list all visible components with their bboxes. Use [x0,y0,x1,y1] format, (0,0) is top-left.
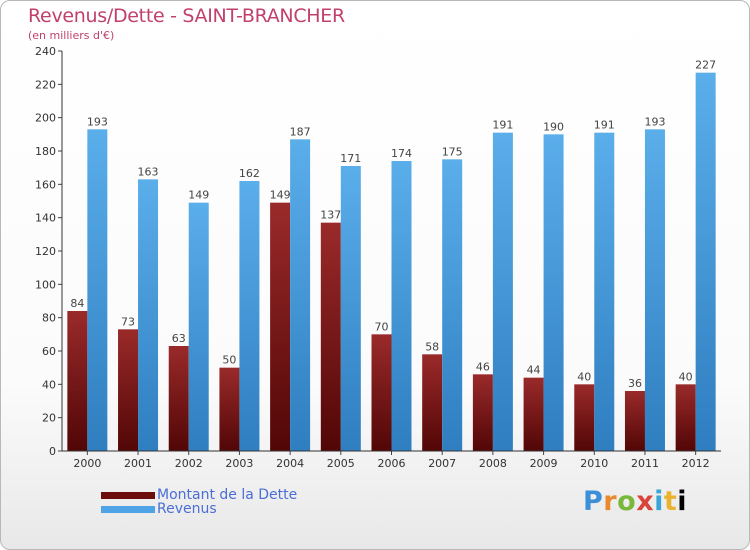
logo-letter: o [617,486,637,517]
x-tick-label: 2011 [631,457,659,470]
logo-letter: i [677,486,688,517]
y-tick-label: 20 [42,412,56,425]
x-tick-label: 2001 [124,457,152,470]
x-tick-label: 2009 [530,457,558,470]
debt-bar [67,311,88,451]
y-tick-label: 220 [35,78,56,91]
debt-bar [574,384,595,451]
debt-bar [472,374,493,451]
debt-bar [371,334,392,451]
x-tick-label: 2008 [479,457,507,470]
revenue-value-label: 163 [138,165,159,178]
y-tick-label: 120 [35,245,56,258]
debt-value-label: 40 [679,370,693,383]
debt-bar [320,222,341,451]
debt-bar [675,384,696,451]
legend-swatch-revenue [101,505,155,513]
legend-label-revenue: Revenus [157,501,217,517]
debt-value-label: 58 [425,340,439,353]
debt-bar [168,346,189,451]
legend-swatch-debt [101,491,155,499]
chart-subtitle: (en milliers d'€) [28,29,115,42]
logo-letter: i [654,486,664,517]
x-tick-label: 2006 [378,457,406,470]
revenue-value-label: 191 [594,119,615,132]
revenue-bar [188,202,209,451]
logo-letter: t [663,486,678,517]
debt-bar [624,391,645,451]
revenue-value-label: 149 [188,189,209,202]
x-tick-label: 2010 [580,457,608,470]
revenue-bar [340,166,361,451]
x-tick-label: 2012 [682,457,710,470]
debt-value-label: 44 [527,364,541,377]
revenue-value-label: 162 [239,167,260,180]
y-tick-label: 180 [35,145,56,158]
x-tick-label: 2007 [428,457,456,470]
logo-letter: P [583,486,604,517]
debt-bar [219,367,240,451]
legend-label-debt: Montant de la Dette [157,487,298,503]
debt-value-label: 50 [222,354,236,367]
y-tick-label: 80 [42,312,56,325]
y-tick-label: 60 [42,345,56,358]
debt-value-label: 36 [628,377,642,390]
y-tick-label: 40 [42,378,56,391]
debt-bar [523,377,544,451]
x-tick-label: 2003 [225,457,253,470]
y-tick-label: 100 [35,278,56,291]
revenue-bar [87,129,108,452]
revenue-bar [695,72,716,452]
legend-item-debt: Montant de la Dette [101,487,298,503]
revenue-bar [442,159,463,452]
debt-value-label: 73 [121,315,135,328]
debt-bar [270,202,291,451]
revenue-bar [594,132,615,451]
revenue-bar [138,179,159,452]
debt-value-label: 40 [577,370,591,383]
revenue-value-label: 187 [290,125,311,138]
revenue-value-label: 191 [492,119,513,132]
debt-bar [422,354,443,451]
revenue-bar [543,134,564,452]
revenue-value-label: 175 [442,145,463,158]
y-tick-label: 200 [35,112,56,125]
x-tick-label: 2000 [73,457,101,470]
revenue-bar [644,129,665,452]
debt-value-label: 63 [172,332,186,345]
revenue-value-label: 227 [695,59,716,72]
proxiti-logo: Proxiti [583,486,687,517]
revenue-value-label: 193 [87,115,108,128]
chart-title: Revenus/Dette - SAINT-BRANCHER [28,5,345,27]
legend-item-revenue: Revenus [101,501,217,517]
x-tick-label: 2002 [175,457,203,470]
revenue-bar [492,132,513,451]
y-tick-label: 240 [35,45,56,58]
revenue-bar [239,181,260,451]
debt-value-label: 149 [270,189,291,202]
debt-value-label: 84 [70,297,84,310]
x-tick-label: 2004 [276,457,304,470]
revenue-value-label: 174 [391,147,412,160]
logo-letter: r [603,486,618,517]
y-tick-label: 140 [35,212,56,225]
debt-value-label: 46 [476,360,490,373]
revenue-value-label: 190 [543,120,564,133]
x-tick-label: 2005 [327,457,355,470]
revenue-bar [290,139,311,452]
logo-letter: x [636,486,655,517]
debt-value-label: 70 [375,320,389,333]
revenue-value-label: 193 [644,115,665,128]
debt-bar [118,329,139,451]
revenue-value-label: 171 [340,152,361,165]
y-tick-label: 0 [49,445,56,458]
debt-value-label: 137 [320,209,341,222]
y-tick-label: 160 [35,178,56,191]
revenue-bar [391,161,412,451]
